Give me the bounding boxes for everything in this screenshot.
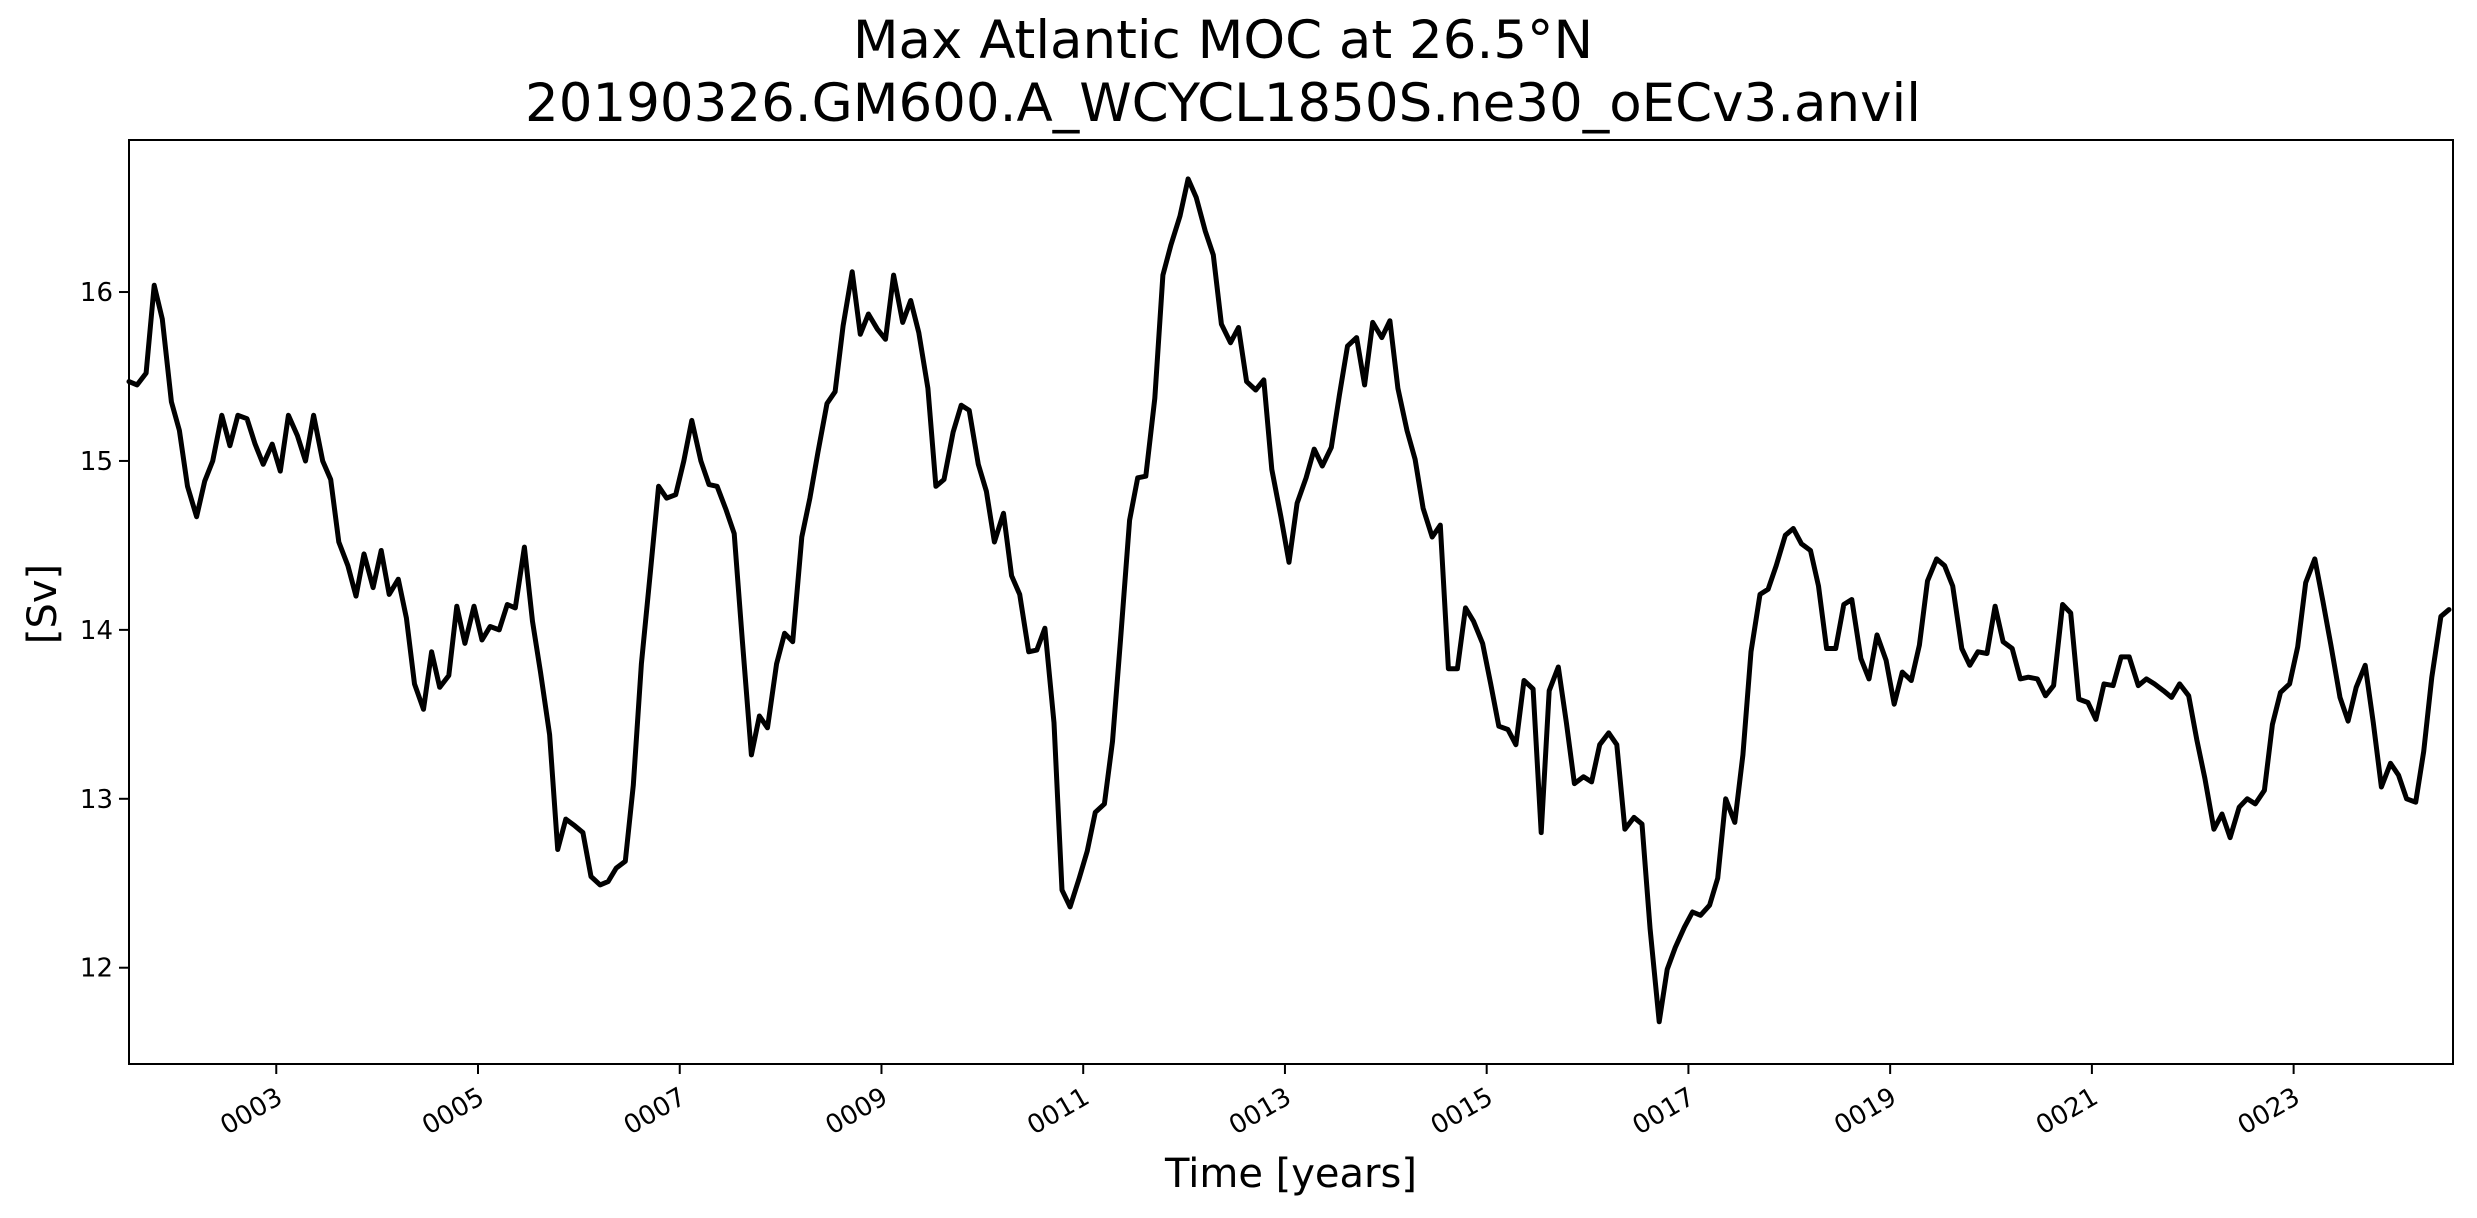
y-tick-label: 16 — [80, 278, 113, 308]
y-axis-ticks: 12 13 14 15 16 — [80, 278, 129, 984]
chart-subtitle: 20190326.GM600.A_WCYCL1850S.ne30_oECv3.a… — [525, 73, 1921, 134]
y-tick-label: 12 — [80, 954, 113, 984]
x-axis-label: Time [years] — [1164, 1151, 1417, 1197]
chart-title: Max Atlantic MOC at 26.5°N — [853, 10, 1593, 71]
y-axis-label: [Sv] — [20, 564, 66, 644]
y-tick-label: 14 — [80, 616, 113, 646]
y-tick-label: 15 — [80, 447, 113, 477]
y-tick-label: 13 — [80, 785, 113, 815]
moc-series-line — [126, 176, 2452, 1025]
plot-frame — [128, 139, 2454, 1065]
